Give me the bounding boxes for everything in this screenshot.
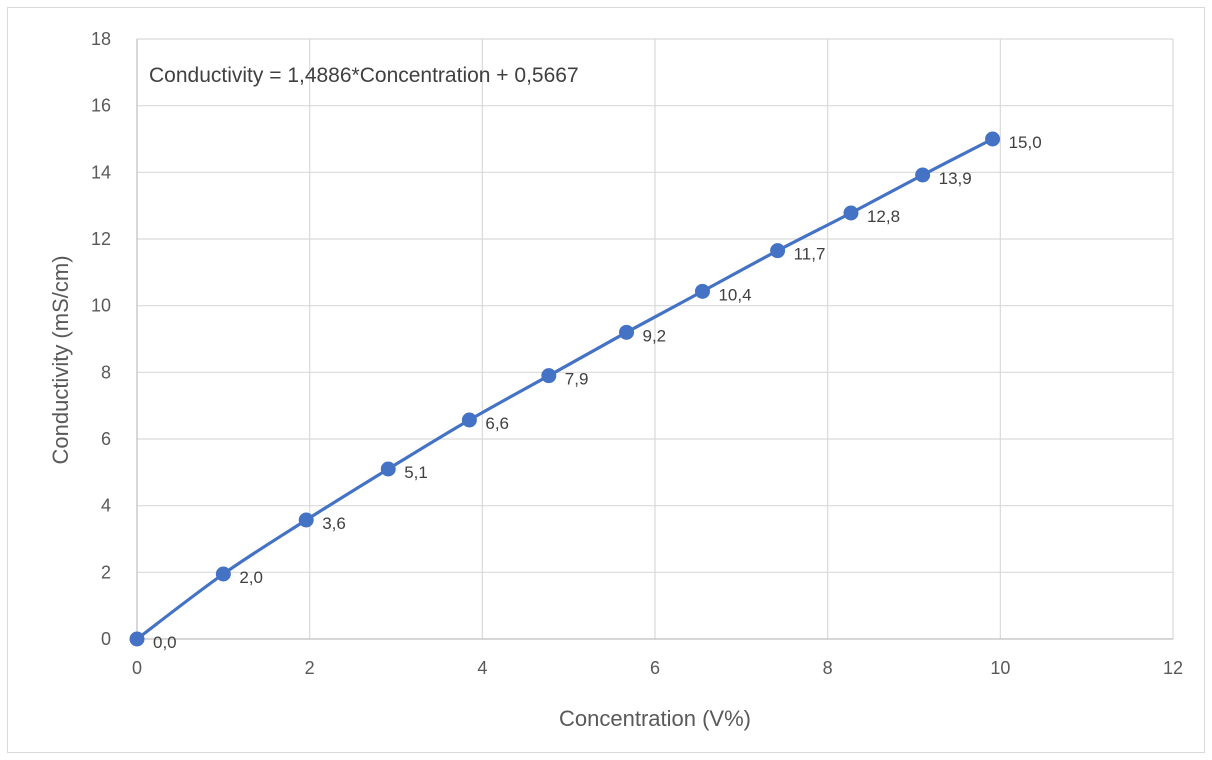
y-tick-label: 0 xyxy=(101,629,111,649)
y-tick-label: 12 xyxy=(91,229,111,249)
x-tick-label: 8 xyxy=(823,658,833,678)
tick-labels: 0 2 4 6 8 10 12 14 16 18 0 2 4 6 8 10 12 xyxy=(91,29,1183,678)
y-tick-label: 8 xyxy=(101,362,111,382)
data-label: 12,8 xyxy=(867,207,900,226)
x-tick-label: 12 xyxy=(1163,658,1183,678)
data-point xyxy=(129,631,145,647)
data-point xyxy=(915,167,931,183)
trendline-equation: Conductivity = 1,4886*Concentration + 0,… xyxy=(149,64,579,87)
data-label: 6,6 xyxy=(485,414,509,433)
y-tick-label: 2 xyxy=(101,562,111,582)
data-point xyxy=(380,461,396,477)
chart-frame: 0 2 4 6 8 10 12 14 16 18 0 2 4 6 8 10 12 0,0 2,0 3,6 5,1 6,6… xyxy=(7,7,1205,753)
chart-plot: 0 2 4 6 8 10 12 14 16 18 0 2 4 6 8 10 12 0,0 2,0 3,6 5,1 6,6… xyxy=(48,29,1183,731)
x-tick-label: 6 xyxy=(650,658,660,678)
data-point xyxy=(694,283,710,299)
data-label: 10,4 xyxy=(718,285,751,304)
data-label: 13,9 xyxy=(939,169,972,188)
series-line xyxy=(136,137,994,641)
data-label: 0,0 xyxy=(153,633,177,652)
data-point xyxy=(843,205,859,221)
data-label: 9,2 xyxy=(643,326,667,345)
data-point xyxy=(541,368,557,384)
axes xyxy=(136,39,1173,640)
data-label: 15,0 xyxy=(1009,133,1042,152)
data-label: 3,6 xyxy=(322,514,346,533)
data-label: 11,7 xyxy=(794,245,826,264)
y-tick-label: 6 xyxy=(101,429,111,449)
y-tick-label: 10 xyxy=(91,296,111,316)
data-point xyxy=(985,131,1001,147)
y-tick-label: 4 xyxy=(101,496,111,516)
x-tick-label: 4 xyxy=(477,658,487,678)
y-axis-title: Conductivity (mS/cm) xyxy=(48,255,73,464)
y-tick-label: 16 xyxy=(91,96,111,116)
x-tick-label: 2 xyxy=(305,658,315,678)
y-tick-label: 14 xyxy=(91,162,111,182)
gridlines xyxy=(137,38,1174,639)
data-point xyxy=(619,324,635,340)
data-point xyxy=(298,512,314,528)
y-tick-label: 18 xyxy=(91,29,111,49)
data-label: 7,9 xyxy=(565,370,589,389)
data-label: 5,1 xyxy=(404,463,428,482)
data-point xyxy=(215,566,231,582)
x-axis-title: Concentration (V%) xyxy=(559,706,751,731)
data-point xyxy=(770,243,786,259)
data-point xyxy=(461,412,477,428)
x-tick-label: 0 xyxy=(132,658,142,678)
data-series xyxy=(129,131,1001,647)
data-labels: 0,0 2,0 3,6 5,1 6,6 7,9 9,2 10,4 11,7 12,8 13,9 15,… xyxy=(153,133,1042,652)
x-tick-label: 10 xyxy=(990,658,1010,678)
data-label: 2,0 xyxy=(239,568,263,587)
